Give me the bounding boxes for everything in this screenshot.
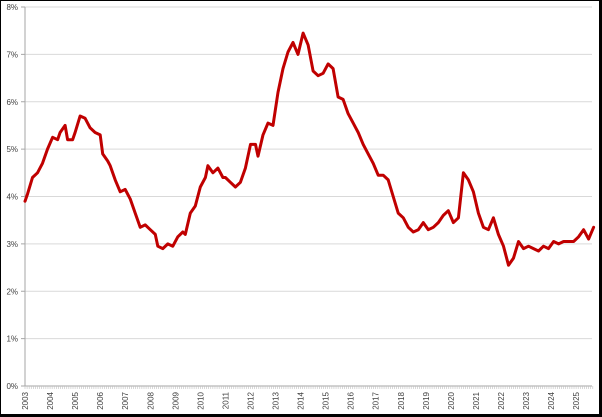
x-tick-label: 2016 [347,391,356,409]
x-tick-label: 2006 [96,391,105,409]
y-tick-label: 5% [6,145,18,154]
y-tick-label: 1% [6,335,18,344]
x-tick-label: 2021 [472,391,481,409]
x-tick-label: 2004 [46,391,55,409]
x-tick-label: 2019 [422,391,431,409]
x-tick-label: 2007 [121,391,130,409]
x-tick-label: 2014 [297,391,306,409]
x-tick-label: 2024 [547,391,556,409]
y-tick-label: 0% [6,382,18,391]
x-tick-label: 2017 [372,391,381,409]
x-tick-label: 2018 [397,391,406,409]
x-tick-label: 2023 [522,391,531,409]
series-line [23,31,596,267]
x-tick-label: 2010 [196,391,205,409]
y-tick-label: 8% [6,3,18,12]
y-tick-label: 3% [6,240,18,249]
x-tick-label: 2008 [146,391,155,409]
x-tick-label: 2022 [497,391,506,409]
x-tick-label: 2012 [246,391,255,409]
x-tick-label: 2005 [71,391,80,409]
x-tick-label: 2015 [322,391,331,409]
y-tick-label: 7% [6,50,18,59]
y-tick-label: 6% [6,98,18,107]
x-tick-label: 2009 [171,391,180,409]
x-tick-label: 2013 [272,391,281,409]
y-tick-label: 4% [6,193,18,202]
x-tick-label: 2011 [221,391,230,409]
x-tick-label: 2020 [447,391,456,409]
y-tick-label: 2% [6,287,18,296]
x-tick-label: 2025 [572,391,581,409]
x-tick-label: 2003 [21,391,30,409]
